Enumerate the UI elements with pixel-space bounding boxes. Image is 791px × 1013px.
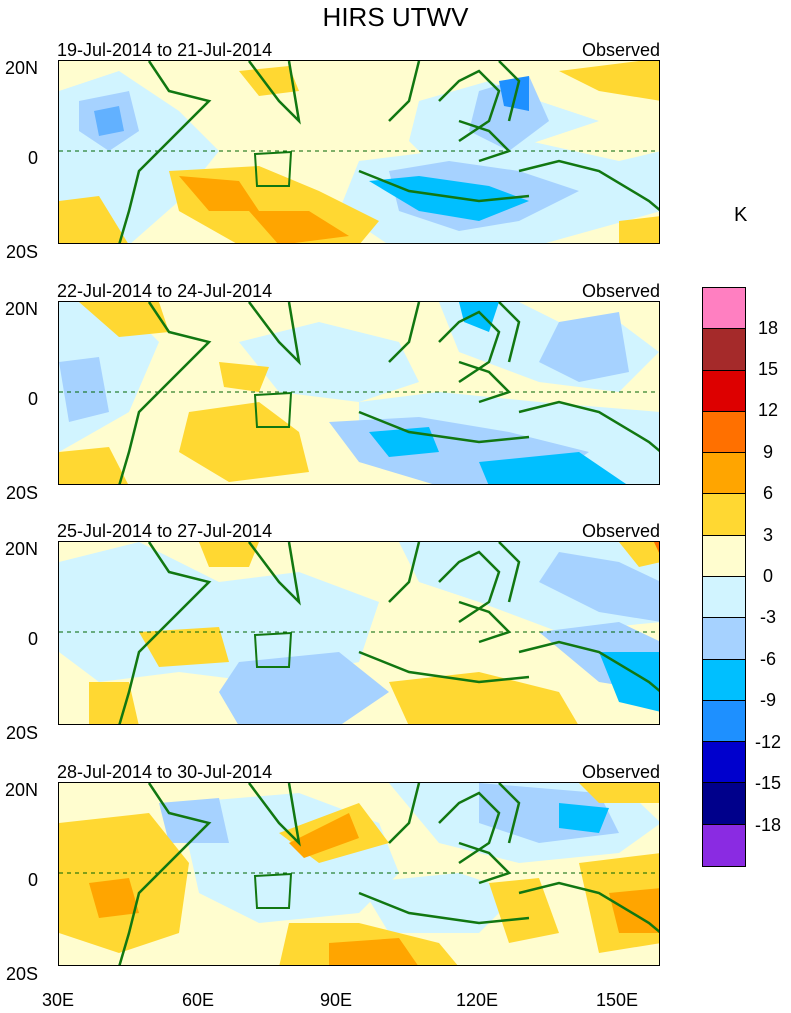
- lon-label-150e: 150E: [595, 990, 639, 1010]
- box-region-icon: [253, 391, 293, 428]
- lat-label-20n: 20N: [4, 539, 38, 559]
- colorbar-label: 6: [762, 483, 773, 503]
- lon-label-90e: 90E: [319, 990, 353, 1010]
- colorbar-label: 3: [762, 525, 773, 545]
- panel-date-range: 25-Jul-2014 to 27-Jul-2014: [57, 521, 273, 541]
- box-region-icon: [253, 872, 293, 909]
- anomaly-contours: [59, 61, 659, 243]
- panel-label: Observed: [581, 521, 660, 541]
- lon-label-30e: 30E: [41, 990, 75, 1010]
- lat-label-eq: 0: [27, 870, 38, 890]
- lon-label-60e: 60E: [181, 990, 215, 1010]
- lat-label-20n: 20N: [4, 58, 38, 78]
- lon-label-120e: 120E: [455, 990, 499, 1010]
- box-region-icon: [253, 150, 293, 187]
- unit-label: K: [734, 204, 748, 226]
- colorbar-label: -15: [754, 773, 781, 793]
- panel-date-range: 22-Jul-2014 to 24-Jul-2014: [57, 281, 273, 301]
- anomaly-map: [58, 541, 660, 725]
- lat-label-eq: 0: [27, 148, 38, 168]
- map-panel-1: 19-Jul-2014 to 21-Jul-2014 Observed 20N …: [0, 40, 700, 262]
- lat-label-20n: 20N: [4, 780, 38, 800]
- anomaly-contours: [59, 302, 659, 484]
- figure-title: HIRS UTWV: [322, 2, 469, 32]
- colorbar-swatch: [703, 576, 745, 619]
- panel-date-range: 19-Jul-2014 to 21-Jul-2014: [57, 40, 273, 60]
- panel-label: Observed: [581, 281, 660, 301]
- colorbar-label: 9: [762, 442, 773, 462]
- panel-date-range: 28-Jul-2014 to 30-Jul-2014: [57, 762, 273, 782]
- anomaly-contours: [59, 542, 659, 724]
- coastline: [118, 302, 659, 484]
- map-panel-4: 28-Jul-2014 to 30-Jul-2014 Observed 20N …: [0, 762, 700, 984]
- colorbar-label: 12: [757, 400, 779, 420]
- lat-label-20n: 20N: [4, 299, 38, 319]
- anomaly-map: [58, 60, 660, 244]
- colorbar-swatch: [703, 742, 745, 784]
- colorbar-swatch: [703, 824, 745, 866]
- colorbar-label: 18: [757, 318, 779, 338]
- colorbar-swatch: [703, 618, 745, 660]
- box-region-icon: [253, 631, 293, 668]
- anomaly-contours: [59, 783, 659, 965]
- colorbar-swatch: [703, 494, 745, 536]
- lat-label-eq: 0: [27, 389, 38, 409]
- map-panel-3: 25-Jul-2014 to 27-Jul-2014 Observed 20N …: [0, 521, 700, 743]
- colorbar-swatch: [703, 659, 745, 701]
- colorbar-swatch: [703, 783, 745, 825]
- colorbar-label: 15: [757, 359, 779, 379]
- lat-label-eq: 0: [27, 629, 38, 649]
- colorbar-swatch: [703, 700, 745, 743]
- colorbar-label: 0: [762, 566, 773, 586]
- anomaly-map: [58, 782, 660, 966]
- colorbar-label: -3: [759, 607, 776, 627]
- map-panel-2: 22-Jul-2014 to 24-Jul-2014 Observed 20N …: [0, 281, 700, 503]
- panel-label: Observed: [581, 762, 660, 782]
- colorbar-swatch: [703, 288, 745, 330]
- colorbar-swatch: [703, 329, 745, 371]
- anomaly-map: [58, 301, 660, 485]
- colorbar-swatch: [703, 370, 745, 412]
- colorbar-label: -12: [754, 732, 781, 752]
- colorbar-label: -6: [759, 649, 776, 669]
- colorbar-label: -9: [759, 690, 776, 710]
- lat-label-20s: 20S: [5, 723, 38, 743]
- colorbar-label: -18: [754, 815, 781, 835]
- colorbar-swatch: [703, 453, 745, 495]
- coastline: [118, 783, 659, 965]
- lat-label-20s: 20S: [5, 242, 38, 262]
- colorbar-swatch: [703, 535, 745, 577]
- panel-label: Observed: [581, 40, 660, 60]
- coastline: [118, 61, 659, 243]
- colorbar: [702, 287, 746, 867]
- lat-label-20s: 20S: [5, 964, 38, 984]
- lat-label-20s: 20S: [5, 483, 38, 503]
- coastline: [118, 542, 659, 724]
- colorbar-swatch: [703, 411, 745, 454]
